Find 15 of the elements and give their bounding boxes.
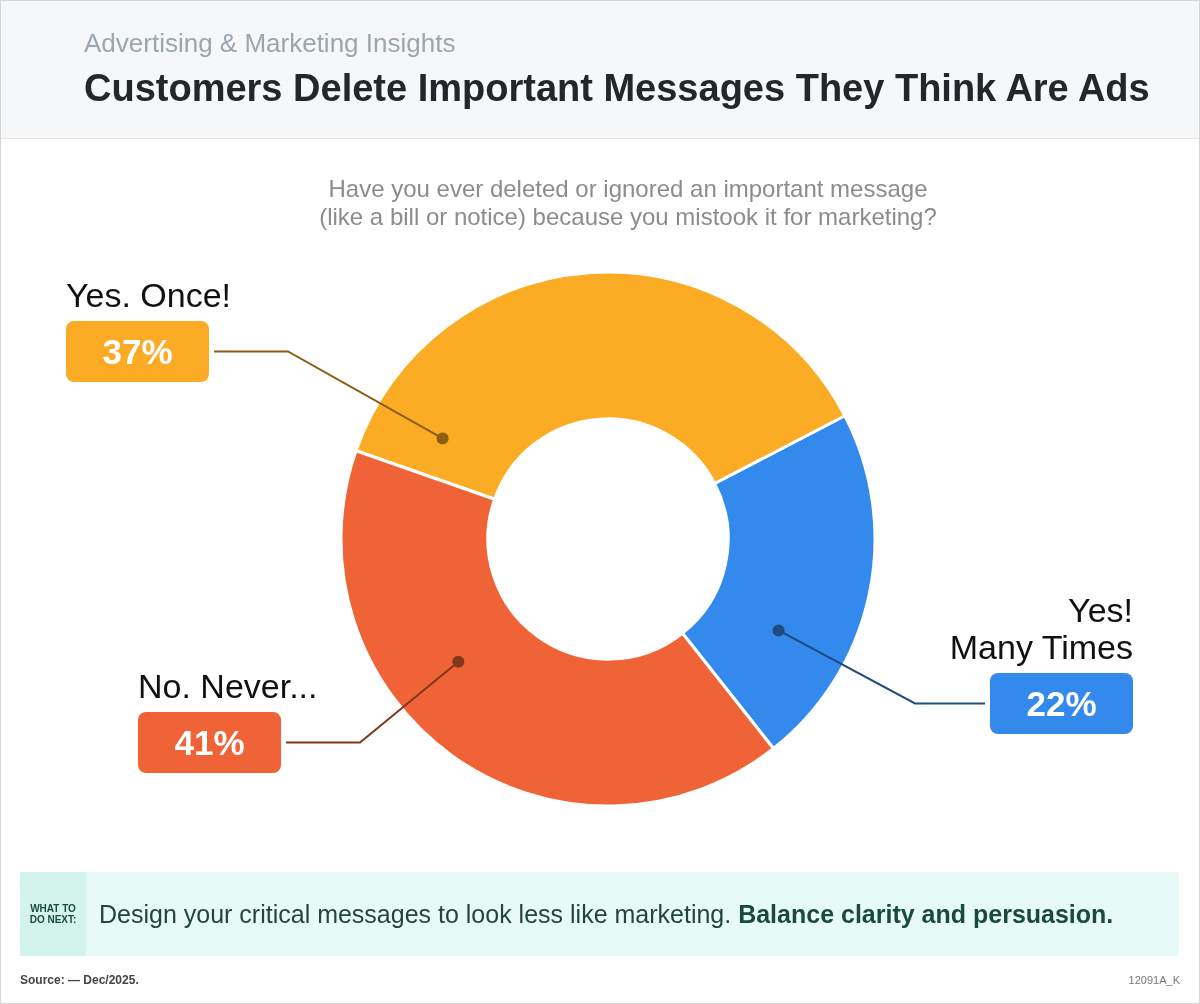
slice-label: Yes. Once!: [66, 276, 232, 314]
label-box: 22%: [990, 673, 1133, 734]
data-label: 37%: [102, 331, 173, 372]
slice-label: No. Never...: [138, 667, 318, 705]
label-box: 41%: [138, 712, 281, 773]
callout-box: WHAT TO DO NEXT: Design your critical messages to look less like marketing. Balance clarity and persuasion.: [20, 872, 1179, 956]
label-box: 37%: [66, 321, 209, 382]
text: 12091A_K: [1128, 973, 1180, 988]
source-note: Source: — Dec/2025.: [20, 972, 139, 988]
header-panel: Advertising & Marketing Insights Customers Delete Important Messages They Think Are Ads: [1, 1, 1199, 139]
chart-title: Customers Delete Important Messages They Think Are Ads: [84, 67, 1150, 109]
chart-subtitle: Have you ever deleted or ignored an important message (like a bill or notice) because you mistook it for marketing?: [318, 175, 938, 231]
slice-label: Yes! Many Times: [949, 591, 1133, 666]
data-label: 41%: [174, 722, 245, 763]
data-label: 22%: [1026, 683, 1097, 724]
